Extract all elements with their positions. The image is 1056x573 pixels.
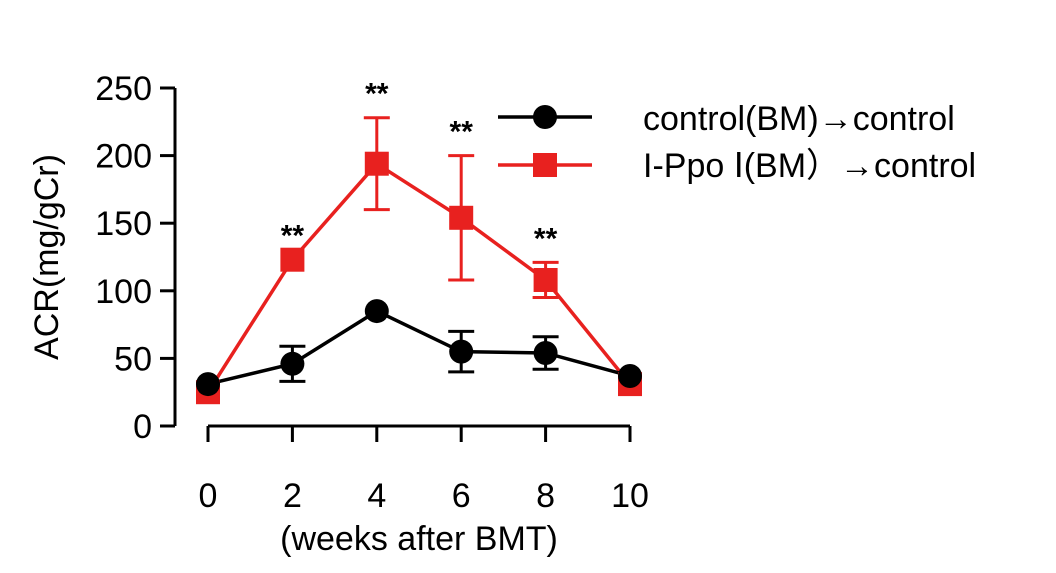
significance-label-3: ** (534, 222, 558, 255)
legend-label-ippo: I-Ppo Ⅰ(BM）→control (643, 147, 976, 185)
data-point-0-4 (533, 340, 558, 365)
series-line-0 (207, 309, 631, 386)
x-tick-label-1: 2 (283, 477, 302, 515)
legend-marker-control (533, 105, 557, 129)
legend-marker-ippo (533, 153, 557, 177)
significance-label-2: ** (450, 116, 474, 149)
x-tick-label-2: 4 (367, 477, 386, 515)
y-tick-label-0: 0 (133, 408, 152, 446)
y-axis-title: ACR(mg/gCr) (28, 154, 66, 360)
legend: control(BM)→control I-Ppo Ⅰ(BM）→control (498, 100, 976, 185)
data-point-1-3 (449, 205, 474, 230)
significance-label-0: ** (281, 220, 305, 253)
x-tick-label-5: 10 (611, 477, 649, 515)
x-tick-label-3: 6 (452, 477, 471, 515)
ticks-layer: 0 50 100 150 200 250 0 2 4 6 8 10 (95, 70, 649, 515)
y-tick-label-5: 250 (95, 70, 152, 108)
data-point-0-5 (618, 363, 642, 388)
data-point-0-3 (449, 339, 474, 364)
y-tick-label-4: 200 (95, 138, 152, 176)
series-lines-layer (206, 161, 632, 394)
data-point-1-4 (533, 267, 558, 292)
data-point-0-2 (364, 299, 389, 324)
data-point-0-1 (280, 351, 305, 376)
significance-label-1: ** (365, 78, 389, 111)
data-point-1-2 (364, 151, 389, 176)
y-tick-label-1: 50 (114, 340, 152, 378)
data-point-0-0 (196, 372, 220, 397)
error-bars-layer (279, 116, 559, 383)
data-point-1-1 (280, 247, 305, 272)
y-tick-label-2: 100 (95, 273, 152, 311)
x-axis-title: (weeks after BMT) (280, 520, 558, 558)
axes-layer (173, 88, 630, 428)
legend-label-control: control(BM)→control (643, 100, 955, 138)
series-line-1 (206, 161, 632, 394)
markers-layer (196, 151, 642, 405)
x-tick-label-4: 8 (536, 477, 555, 515)
annotations-layer: ** ** ** ** (281, 78, 558, 256)
y-tick-label-3: 150 (95, 205, 152, 243)
x-tick-label-0: 0 (199, 477, 218, 515)
